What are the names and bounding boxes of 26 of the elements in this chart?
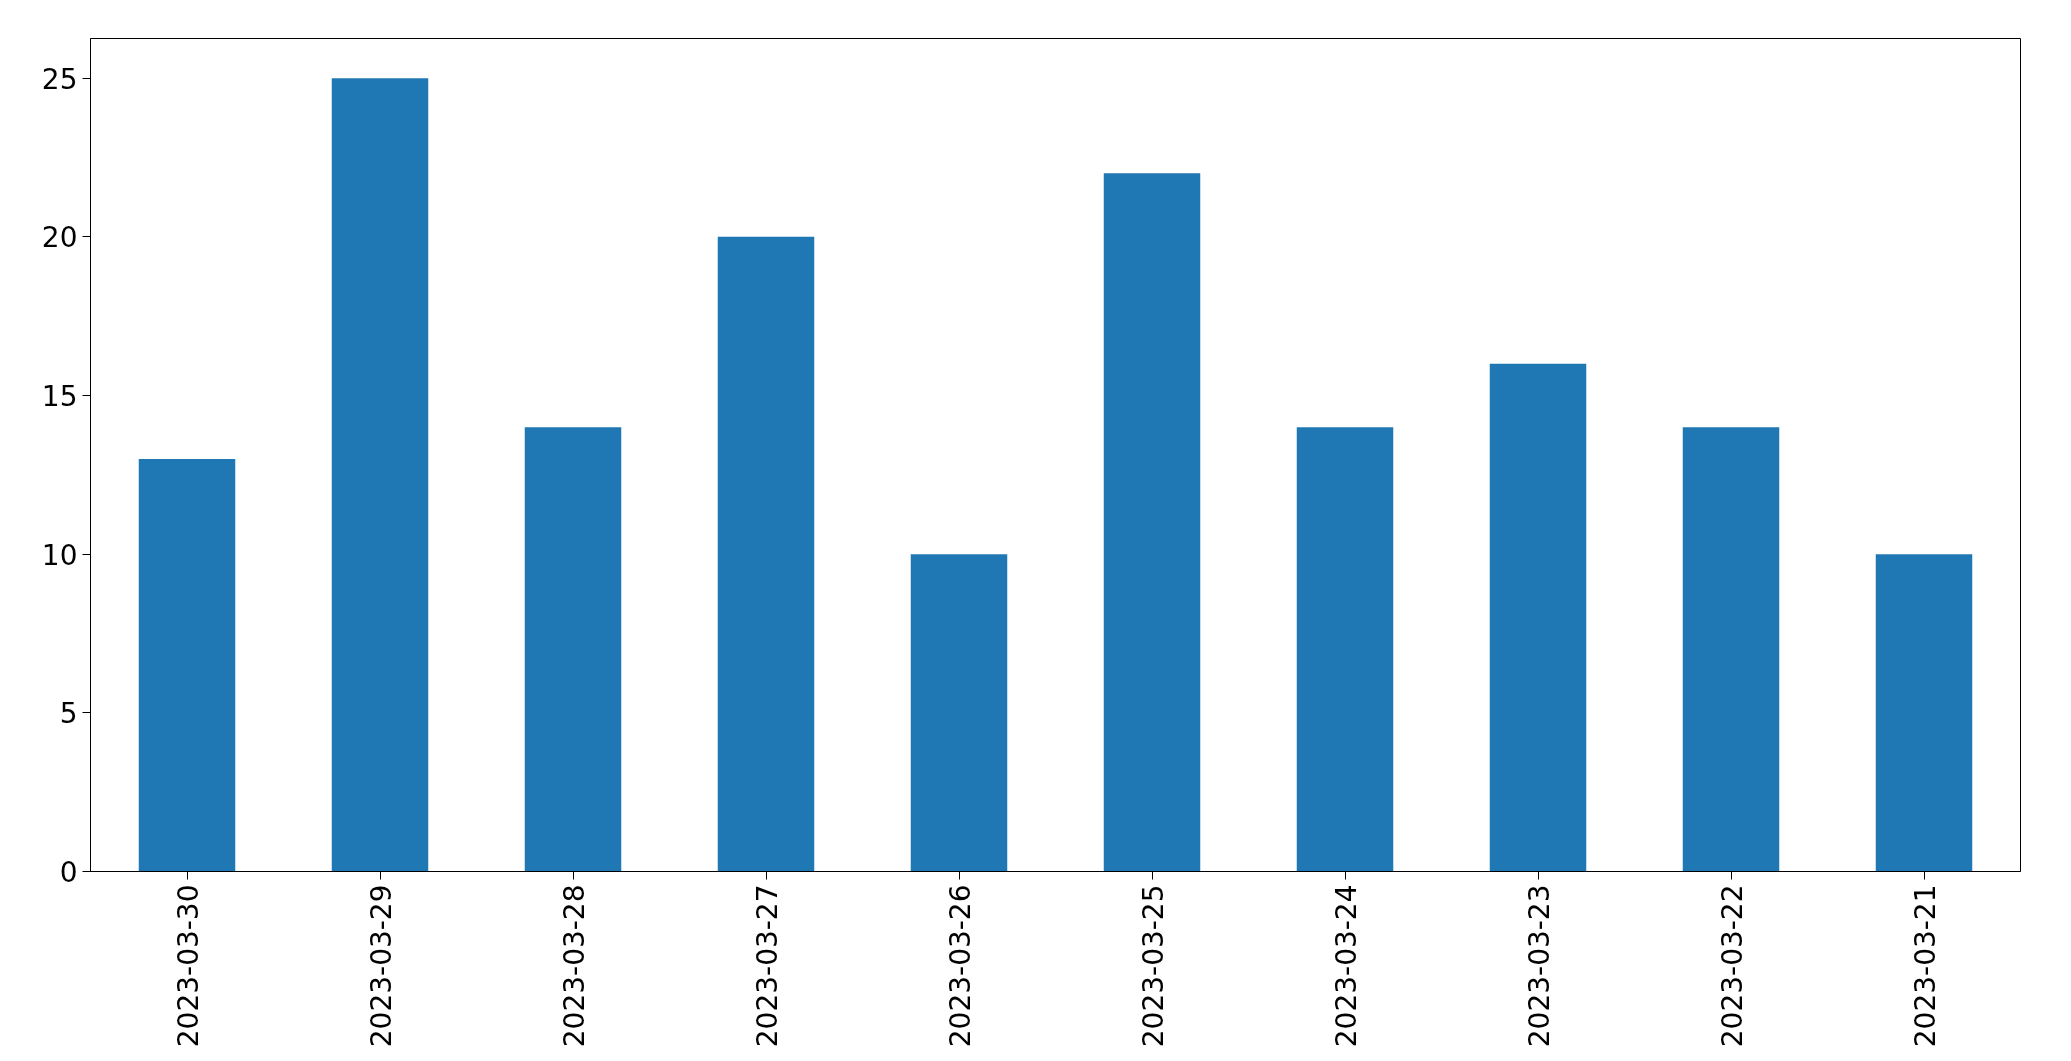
y-tick-label: 10 <box>41 538 78 572</box>
bar <box>331 78 429 872</box>
x-tick-label: 2023-03-27 <box>750 884 784 1048</box>
x-tick-label: 2023-03-24 <box>1329 884 1363 1048</box>
bar <box>524 427 622 872</box>
y-tick-label: 25 <box>41 62 78 96</box>
x-tick-label: 2023-03-28 <box>557 884 591 1048</box>
y-tick-label: 0 <box>59 856 78 889</box>
y-tick-label: 20 <box>41 221 78 255</box>
x-tick-label: 2023-03-25 <box>1136 884 1170 1048</box>
y-tick-label: 15 <box>41 380 78 413</box>
bar <box>1103 173 1201 872</box>
x-tick-label: 2023-03-23 <box>1522 884 1556 1048</box>
bar <box>138 458 236 872</box>
bar <box>1875 554 1973 872</box>
x-tick-label: 2023-03-21 <box>1908 884 1942 1048</box>
x-tick-label: 2023-03-30 <box>171 884 205 1048</box>
y-tick-label: 5 <box>59 697 78 731</box>
x-tick-label: 2023-03-22 <box>1715 884 1749 1048</box>
bar <box>717 236 815 872</box>
bar <box>1682 427 1780 872</box>
x-tick-label: 2023-03-29 <box>364 884 398 1048</box>
bar <box>1296 427 1394 872</box>
bar <box>1489 363 1587 872</box>
bar <box>910 554 1008 872</box>
x-tick-label: 2023-03-26 <box>943 884 977 1048</box>
